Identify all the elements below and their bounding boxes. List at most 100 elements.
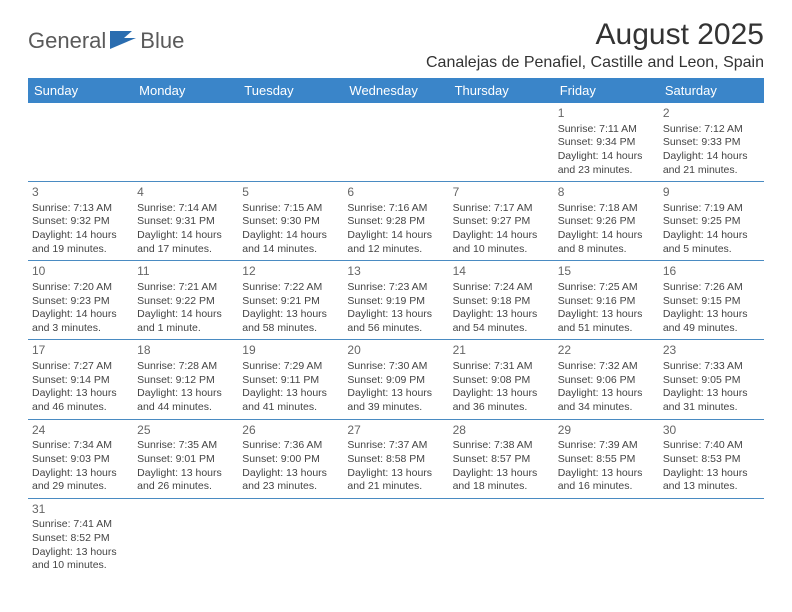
sunset-text: Sunset: 9:12 PM — [137, 374, 234, 388]
sunrise-text: Sunrise: 7:26 AM — [663, 281, 760, 295]
daylight-text: Daylight: 14 hours — [663, 150, 760, 164]
daylight-text: Daylight: 13 hours — [137, 387, 234, 401]
day-number: 21 — [453, 343, 550, 359]
day-number: 29 — [558, 423, 655, 439]
daylight-text: Daylight: 13 hours — [558, 387, 655, 401]
sunrise-text: Sunrise: 7:38 AM — [453, 439, 550, 453]
sunrise-text: Sunrise: 7:11 AM — [558, 123, 655, 137]
daylight-text: and 49 minutes. — [663, 322, 760, 336]
daylight-text: and 1 minute. — [137, 322, 234, 336]
sunrise-text: Sunrise: 7:22 AM — [242, 281, 339, 295]
day-number: 4 — [137, 185, 234, 201]
daylight-text: and 18 minutes. — [453, 480, 550, 494]
daylight-text: Daylight: 13 hours — [242, 308, 339, 322]
sunset-text: Sunset: 9:08 PM — [453, 374, 550, 388]
sunset-text: Sunset: 9:34 PM — [558, 136, 655, 150]
sunset-text: Sunset: 8:57 PM — [453, 453, 550, 467]
daylight-text: and 12 minutes. — [347, 243, 444, 257]
daylight-text: and 23 minutes. — [558, 164, 655, 178]
weekday-header-row: Sunday Monday Tuesday Wednesday Thursday… — [28, 78, 764, 103]
daylight-text: Daylight: 13 hours — [453, 387, 550, 401]
weekday-header: Monday — [133, 78, 238, 103]
day-number: 19 — [242, 343, 339, 359]
daylight-text: Daylight: 13 hours — [32, 467, 129, 481]
daylight-text: Daylight: 13 hours — [347, 467, 444, 481]
calendar-day-cell: 7Sunrise: 7:17 AMSunset: 9:27 PMDaylight… — [449, 182, 554, 261]
calendar-day-cell: 30Sunrise: 7:40 AMSunset: 8:53 PMDayligh… — [659, 419, 764, 498]
daylight-text: and 26 minutes. — [137, 480, 234, 494]
daylight-text: Daylight: 13 hours — [137, 467, 234, 481]
calendar-day-cell: 20Sunrise: 7:30 AMSunset: 9:09 PMDayligh… — [343, 340, 448, 419]
calendar-day-cell — [449, 498, 554, 577]
daylight-text: and 19 minutes. — [32, 243, 129, 257]
day-number: 1 — [558, 106, 655, 122]
sunrise-text: Sunrise: 7:32 AM — [558, 360, 655, 374]
calendar-day-cell: 29Sunrise: 7:39 AMSunset: 8:55 PMDayligh… — [554, 419, 659, 498]
calendar-day-cell: 4Sunrise: 7:14 AMSunset: 9:31 PMDaylight… — [133, 182, 238, 261]
header: General Blue August 2025 Canalejas de Pe… — [28, 18, 764, 72]
sunset-text: Sunset: 9:32 PM — [32, 215, 129, 229]
day-number: 26 — [242, 423, 339, 439]
calendar-day-cell — [238, 498, 343, 577]
sunrise-text: Sunrise: 7:14 AM — [137, 202, 234, 216]
day-number: 20 — [347, 343, 444, 359]
sunrise-text: Sunrise: 7:23 AM — [347, 281, 444, 295]
calendar-day-cell: 6Sunrise: 7:16 AMSunset: 9:28 PMDaylight… — [343, 182, 448, 261]
daylight-text: Daylight: 13 hours — [558, 308, 655, 322]
calendar-day-cell — [659, 498, 764, 577]
daylight-text: and 54 minutes. — [453, 322, 550, 336]
weekday-header: Sunday — [28, 78, 133, 103]
sunrise-text: Sunrise: 7:39 AM — [558, 439, 655, 453]
calendar-day-cell: 17Sunrise: 7:27 AMSunset: 9:14 PMDayligh… — [28, 340, 133, 419]
daylight-text: and 34 minutes. — [558, 401, 655, 415]
day-number: 7 — [453, 185, 550, 201]
sunset-text: Sunset: 9:01 PM — [137, 453, 234, 467]
day-number: 17 — [32, 343, 129, 359]
sunset-text: Sunset: 9:03 PM — [32, 453, 129, 467]
daylight-text: and 44 minutes. — [137, 401, 234, 415]
weekday-header: Saturday — [659, 78, 764, 103]
day-number: 6 — [347, 185, 444, 201]
daylight-text: Daylight: 13 hours — [32, 387, 129, 401]
sunset-text: Sunset: 9:25 PM — [663, 215, 760, 229]
sunrise-text: Sunrise: 7:17 AM — [453, 202, 550, 216]
daylight-text: and 3 minutes. — [32, 322, 129, 336]
day-number: 3 — [32, 185, 129, 201]
calendar-day-cell: 28Sunrise: 7:38 AMSunset: 8:57 PMDayligh… — [449, 419, 554, 498]
daylight-text: Daylight: 13 hours — [663, 387, 760, 401]
sunrise-text: Sunrise: 7:35 AM — [137, 439, 234, 453]
daylight-text: Daylight: 13 hours — [558, 467, 655, 481]
day-number: 10 — [32, 264, 129, 280]
calendar-day-cell: 19Sunrise: 7:29 AMSunset: 9:11 PMDayligh… — [238, 340, 343, 419]
daylight-text: and 10 minutes. — [453, 243, 550, 257]
calendar-day-cell: 2Sunrise: 7:12 AMSunset: 9:33 PMDaylight… — [659, 103, 764, 182]
sunset-text: Sunset: 8:52 PM — [32, 532, 129, 546]
sunrise-text: Sunrise: 7:29 AM — [242, 360, 339, 374]
daylight-text: and 17 minutes. — [137, 243, 234, 257]
logo-text-general: General — [28, 28, 106, 54]
calendar-week-row: 17Sunrise: 7:27 AMSunset: 9:14 PMDayligh… — [28, 340, 764, 419]
daylight-text: Daylight: 14 hours — [137, 229, 234, 243]
calendar-day-cell: 23Sunrise: 7:33 AMSunset: 9:05 PMDayligh… — [659, 340, 764, 419]
calendar-day-cell: 9Sunrise: 7:19 AMSunset: 9:25 PMDaylight… — [659, 182, 764, 261]
calendar-day-cell: 21Sunrise: 7:31 AMSunset: 9:08 PMDayligh… — [449, 340, 554, 419]
sunrise-text: Sunrise: 7:24 AM — [453, 281, 550, 295]
calendar-day-cell: 24Sunrise: 7:34 AMSunset: 9:03 PMDayligh… — [28, 419, 133, 498]
daylight-text: and 58 minutes. — [242, 322, 339, 336]
daylight-text: and 29 minutes. — [32, 480, 129, 494]
daylight-text: and 13 minutes. — [663, 480, 760, 494]
daylight-text: and 8 minutes. — [558, 243, 655, 257]
calendar-day-cell — [133, 103, 238, 182]
calendar-day-cell: 31Sunrise: 7:41 AMSunset: 8:52 PMDayligh… — [28, 498, 133, 577]
calendar-day-cell: 25Sunrise: 7:35 AMSunset: 9:01 PMDayligh… — [133, 419, 238, 498]
calendar-day-cell: 1Sunrise: 7:11 AMSunset: 9:34 PMDaylight… — [554, 103, 659, 182]
sunrise-text: Sunrise: 7:41 AM — [32, 518, 129, 532]
sunset-text: Sunset: 9:19 PM — [347, 295, 444, 309]
calendar-day-cell: 11Sunrise: 7:21 AMSunset: 9:22 PMDayligh… — [133, 261, 238, 340]
sunset-text: Sunset: 9:33 PM — [663, 136, 760, 150]
daylight-text: Daylight: 14 hours — [32, 229, 129, 243]
day-number: 30 — [663, 423, 760, 439]
daylight-text: Daylight: 14 hours — [32, 308, 129, 322]
calendar-day-cell: 16Sunrise: 7:26 AMSunset: 9:15 PMDayligh… — [659, 261, 764, 340]
sunrise-text: Sunrise: 7:13 AM — [32, 202, 129, 216]
